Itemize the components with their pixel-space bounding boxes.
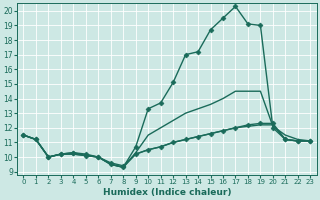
- X-axis label: Humidex (Indice chaleur): Humidex (Indice chaleur): [103, 188, 231, 197]
